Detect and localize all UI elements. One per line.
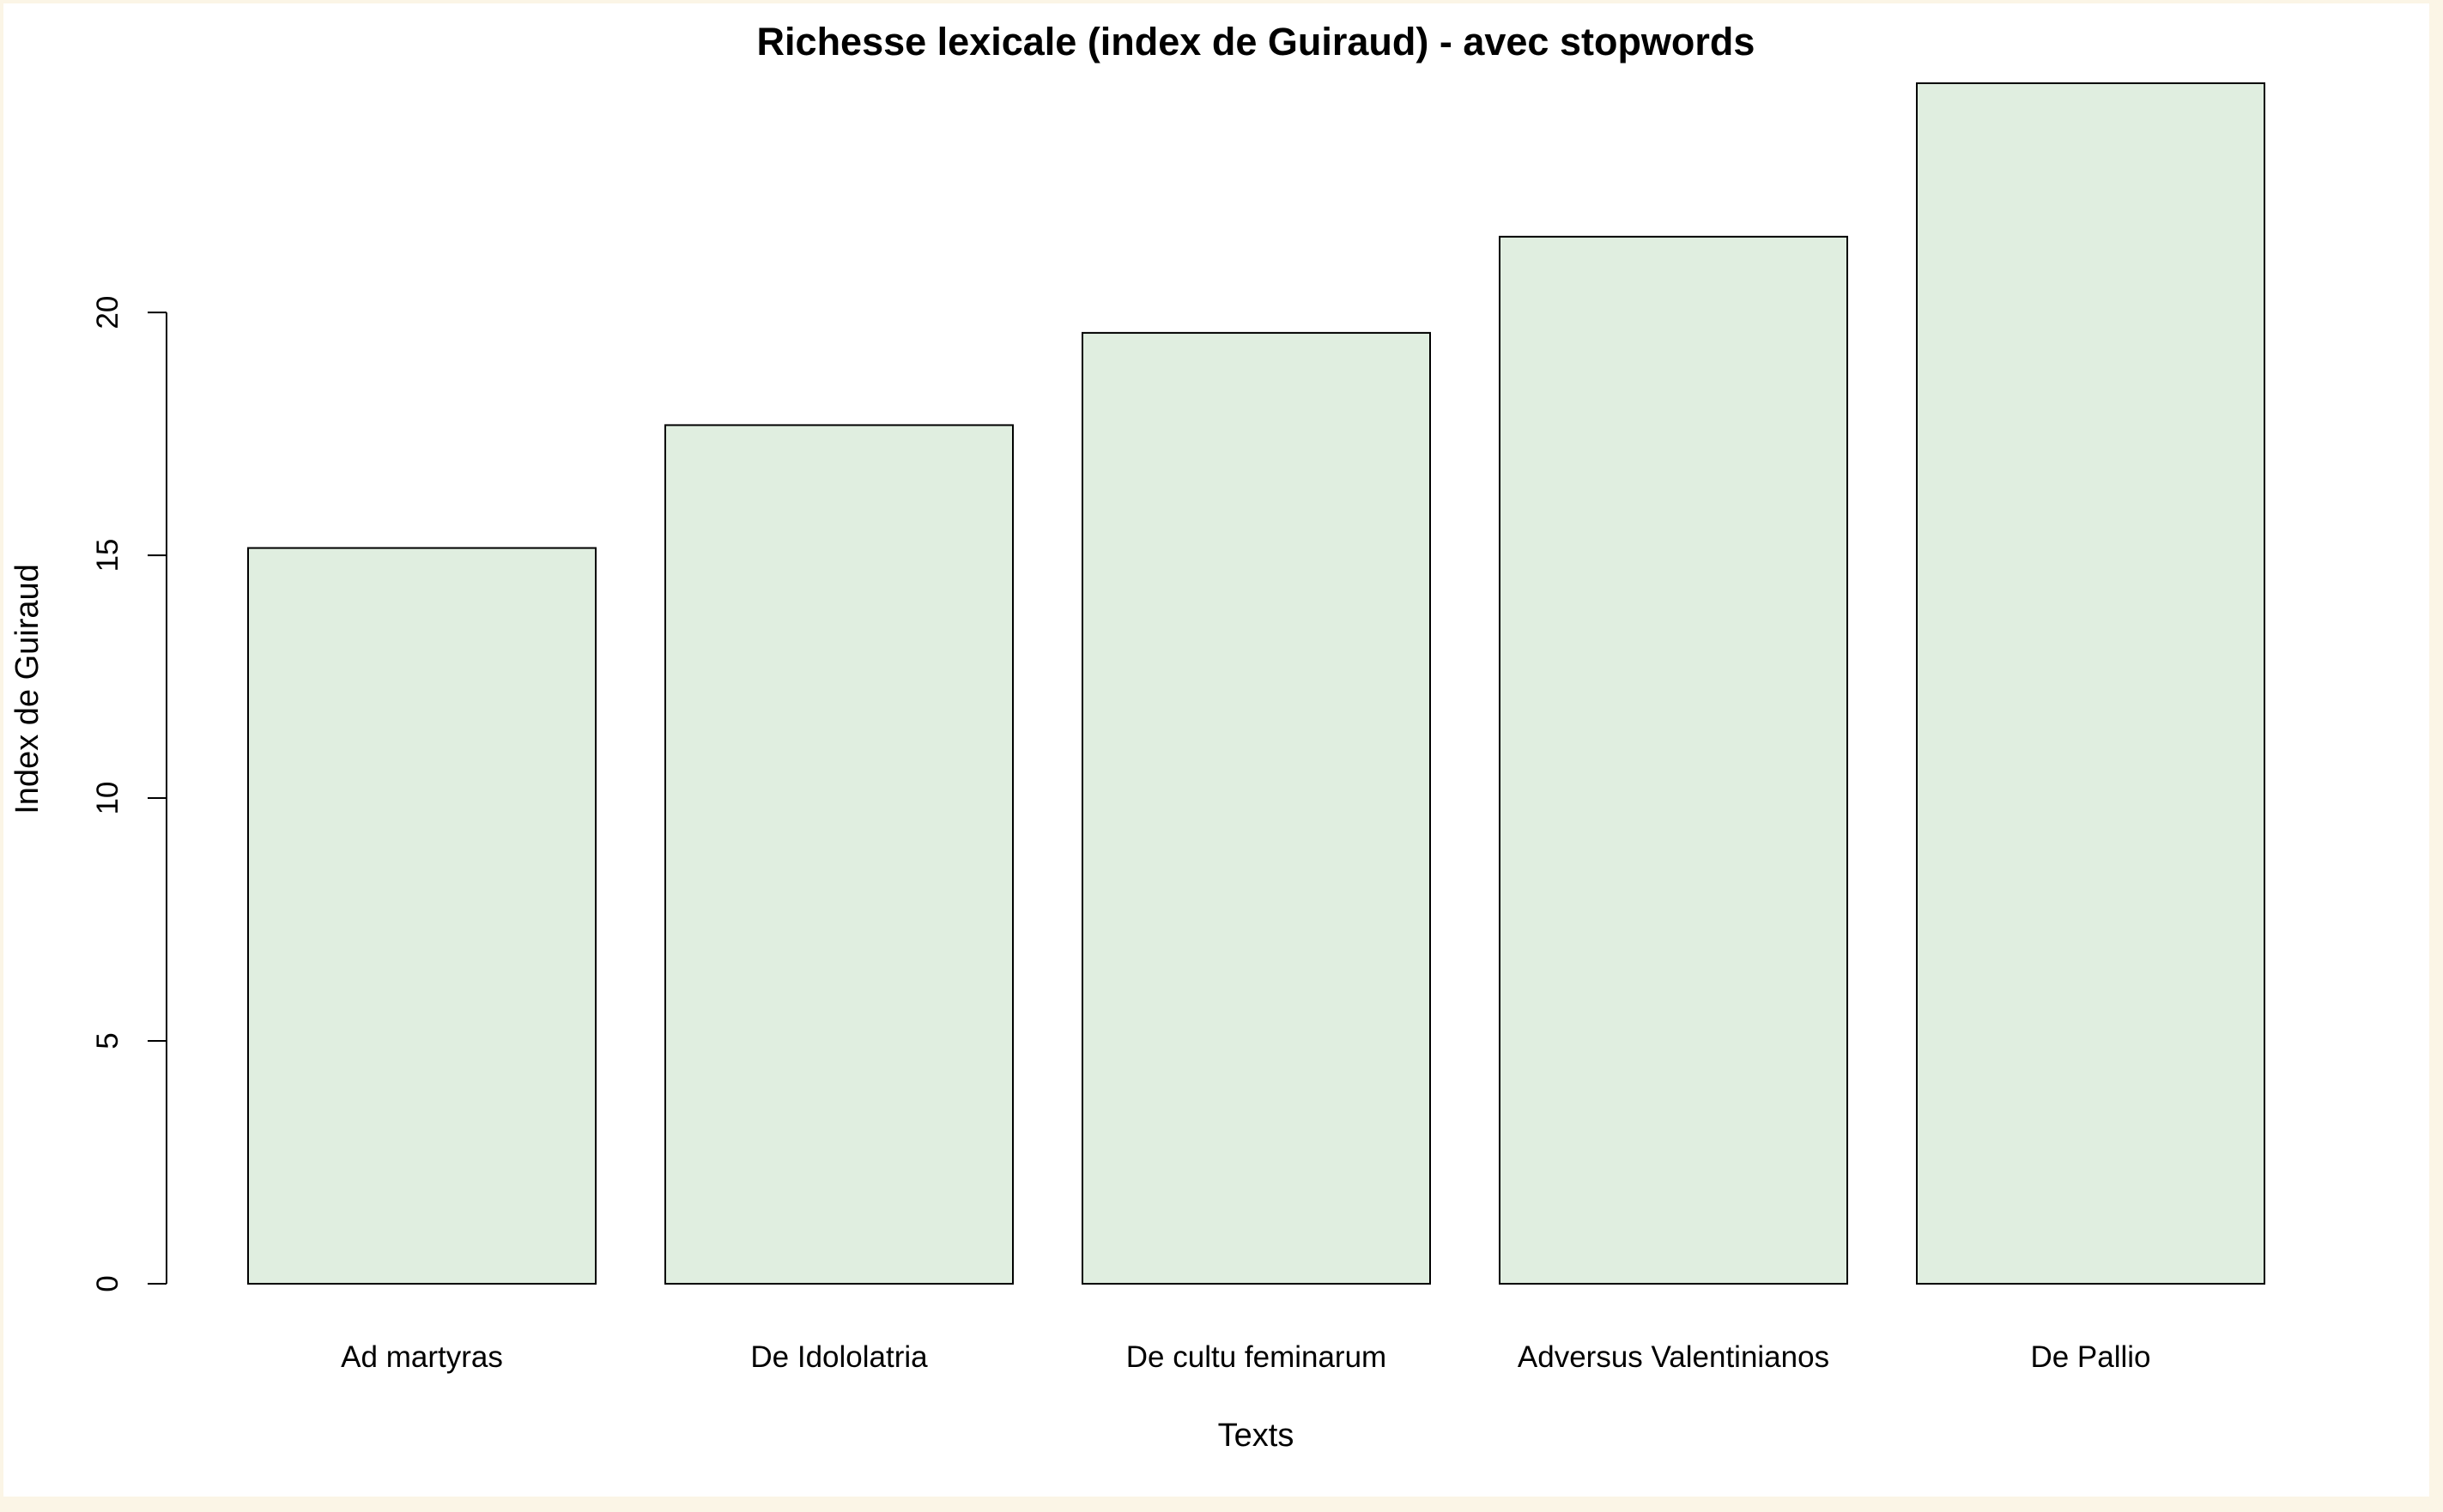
chart-title: Richesse lexicale (index de Guiraud) - a… (757, 20, 1755, 64)
y-tick-label: 10 (91, 782, 124, 815)
x-tick-label: Ad martyras (341, 1340, 503, 1374)
x-axis-label: Texts (1218, 1418, 1294, 1454)
bar-4 (1916, 82, 2265, 1285)
y-axis-label: Index de Guiraud (9, 564, 45, 814)
bar-1 (664, 424, 1014, 1285)
x-tick-label: De Idololatria (750, 1340, 928, 1374)
y-tick-label: 20 (91, 296, 124, 330)
x-tick-labels: Ad martyras De Idololatria De cultu femina… (341, 1340, 2150, 1374)
bar-0 (247, 547, 597, 1285)
bar-2 (1082, 331, 1431, 1285)
bars (247, 82, 2265, 1285)
y-tick-label: 15 (91, 539, 124, 572)
x-tick-label: De Pallio (2030, 1340, 2150, 1374)
y-axis: 0 5 10 15 20 (91, 296, 167, 1292)
bar-3 (1499, 235, 1848, 1285)
y-tick-label: 5 (91, 1032, 124, 1049)
x-tick-label: De cultu feminarum (1126, 1340, 1386, 1374)
y-tick-label: 0 (91, 1275, 124, 1291)
x-tick-label: Adversus Valentinianos (1518, 1340, 1829, 1374)
